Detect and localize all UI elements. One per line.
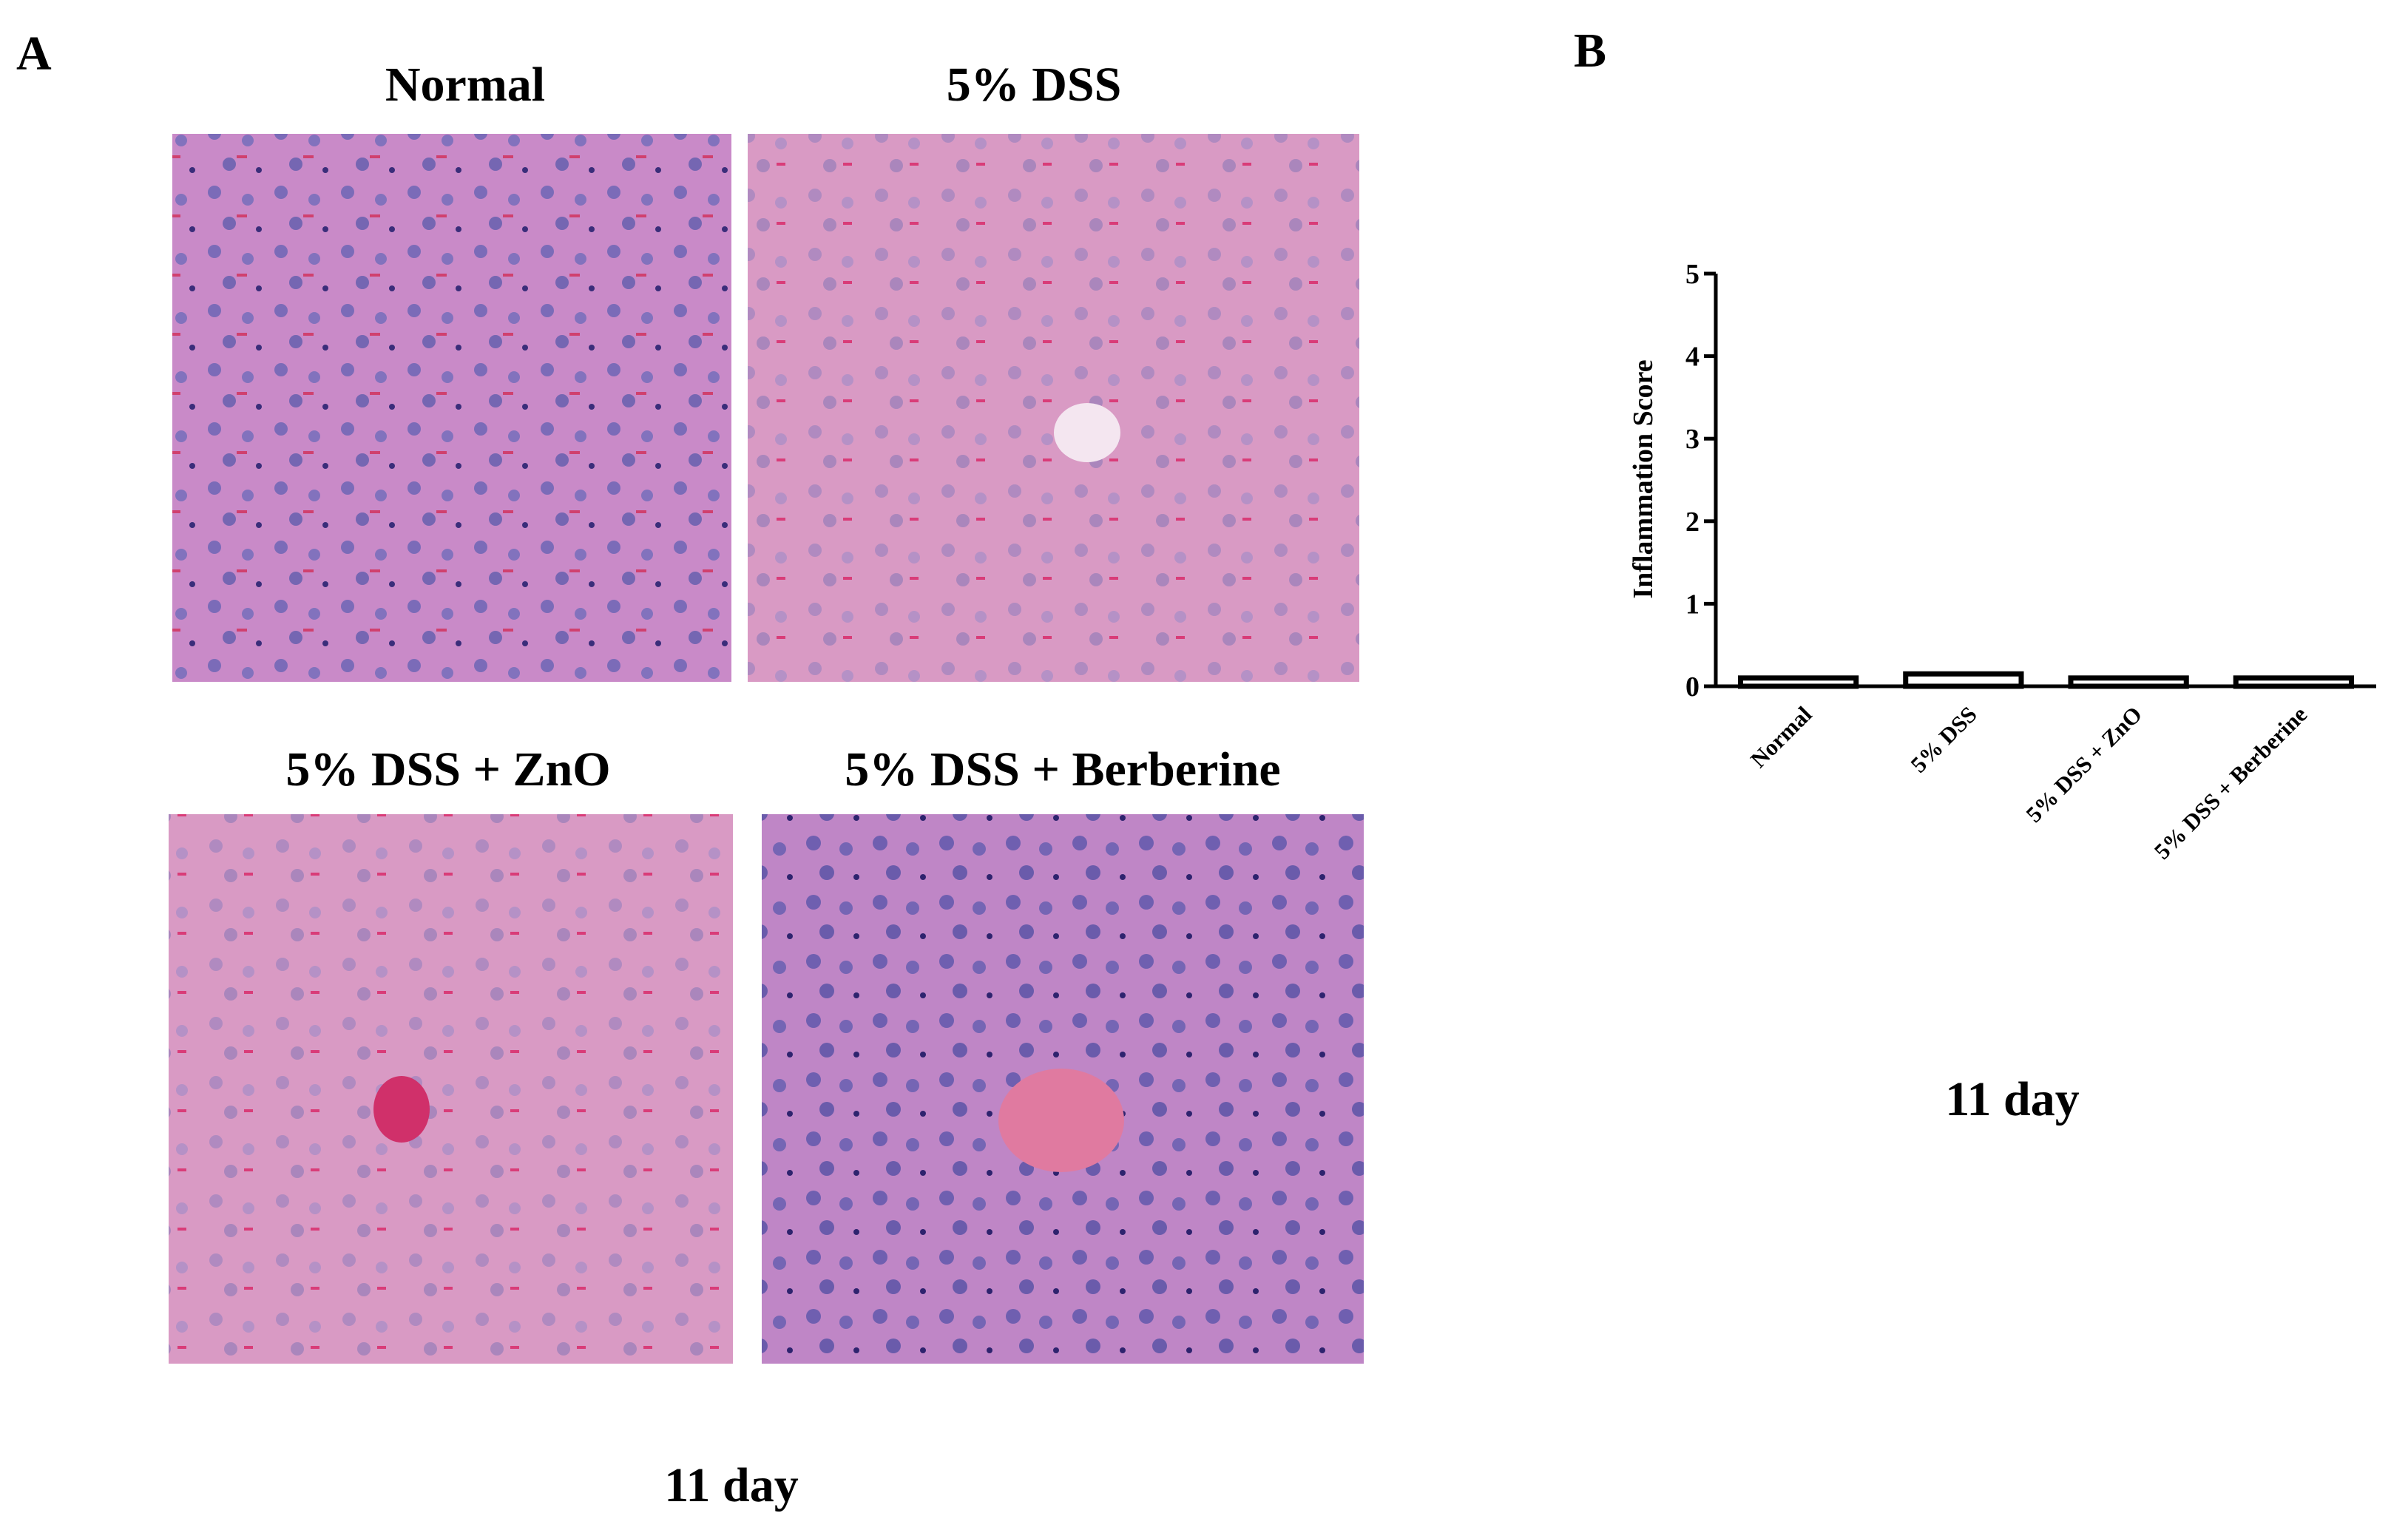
bar xyxy=(2068,675,2189,689)
x-tick-label: 5% DSS + Berberine xyxy=(2149,701,2313,864)
y-tick-label: 1 xyxy=(1685,589,1700,620)
caption: 11 day xyxy=(1945,1072,2080,1126)
y-tick-label: 0 xyxy=(1685,671,1700,703)
caption: 11 day xyxy=(664,1458,799,1512)
bar xyxy=(1903,671,2024,689)
image-title: 5% DSS + Berberine xyxy=(845,742,1280,796)
y-tick-label: 4 xyxy=(1685,342,1700,373)
panel-a: A Normal 5% DSS 5% DSS + ZnO 5% DSS + Be… xyxy=(16,27,1364,1512)
micrograph xyxy=(748,134,1359,682)
panel-b: B 11 day Inflammation Score 0 1 2 3 4 5 Normal… xyxy=(1574,24,2376,1126)
vessel xyxy=(373,1076,430,1143)
y-axis-label: Inflammation Score xyxy=(1628,359,1659,598)
y-tick-label: 5 xyxy=(1685,259,1700,290)
image-title: 5% DSS xyxy=(947,58,1122,112)
x-tick-label: Normal xyxy=(1745,701,1817,773)
bar xyxy=(1737,675,1859,689)
image-title: Normal xyxy=(385,58,545,112)
panel-label: A xyxy=(16,27,52,81)
x-tick-label: 5% DSS + ZnO xyxy=(2020,701,2147,828)
micrograph xyxy=(172,134,731,682)
micrograph xyxy=(169,814,733,1364)
panel-label: B xyxy=(1574,24,1606,78)
bar xyxy=(2233,675,2355,689)
image-title: 5% DSS + ZnO xyxy=(285,742,610,796)
y-tick-label: 2 xyxy=(1685,507,1700,538)
x-tick-label: 5% DSS xyxy=(1905,701,1981,777)
y-tick-label: 3 xyxy=(1685,424,1700,455)
vessel xyxy=(998,1069,1124,1172)
vessel xyxy=(1054,403,1120,462)
